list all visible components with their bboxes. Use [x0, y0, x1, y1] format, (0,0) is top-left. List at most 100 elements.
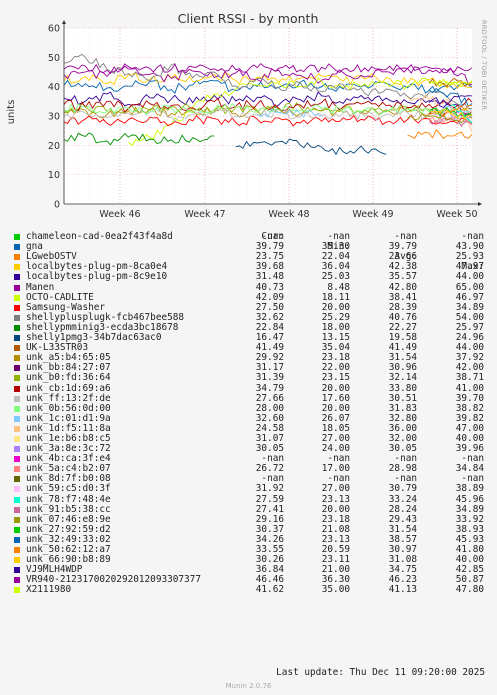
legend-series-name: UK-L33STR03	[26, 342, 89, 354]
legend-max-value: -nan	[461, 231, 484, 243]
legend-avg-value: 34.75	[388, 564, 417, 576]
legend-avg-value: 31.08	[388, 554, 417, 566]
y-tick-label: 30	[48, 112, 60, 123]
legend-min-value: 23.13	[321, 533, 350, 545]
legend-row: UK-L33STR03 41.49 35.04 41.49 44.00	[8, 343, 484, 353]
series-line	[63, 106, 473, 119]
legend-series-name: unk_ff:13:2f:de	[26, 392, 111, 404]
legend-min-value: 35.00	[321, 584, 350, 596]
legend-avg-value: 33.24	[388, 493, 417, 505]
legend-avg-value: 32.80	[388, 412, 417, 424]
legend-row: Samsung-Washer 27.50 20.00 28.39 34.89	[8, 302, 484, 313]
legend-avg-value: 30.96	[388, 362, 417, 374]
series-line	[63, 114, 473, 127]
legend-series-name: VR940-2123170020292012093307377	[26, 574, 201, 586]
legend-row: VJ9MLH4WDP 36.84 21.00 34.75 42.85	[8, 565, 484, 575]
legend-cur-value: 27.66	[255, 392, 284, 404]
legend-min-value: 22.04	[321, 251, 350, 263]
legend-min-value: 35.04	[321, 342, 350, 354]
legend-swatch	[14, 486, 20, 493]
y-tick-label: 60	[48, 24, 60, 35]
x-tick-label: Week 46	[99, 209, 140, 220]
legend-swatch	[14, 536, 20, 543]
legend-row: unk_5a:c4:b2:07 26.72 17.00 28.98 34.84	[8, 464, 484, 474]
legend-min-value: 27.00	[321, 432, 350, 444]
legend-min-value: 8.48	[327, 281, 350, 293]
x-axis-arrow	[478, 202, 482, 206]
legend-max-value: 39.82	[455, 412, 484, 424]
series-line	[63, 102, 473, 123]
legend-series-name: VJ9MLH4WDP	[26, 564, 83, 576]
legend-series-name: unk_1c:01:d1:9a	[26, 412, 111, 424]
legend-avg-value: -nan	[394, 231, 417, 243]
legend-series-name: unk_32:49:33:02	[26, 533, 111, 545]
series-line	[428, 118, 473, 128]
legend-min-value: 24.00	[321, 443, 350, 455]
rrdtool-credit: RRDTOOL / TOBI OETIKER	[480, 20, 488, 111]
legend-series-name: OCTO-CADLITE	[26, 291, 94, 303]
legend-min-value: 20.00	[321, 402, 350, 414]
legend-row: unk_1e:b6:b8:c5 31.07 27.00 32.00 40.00	[8, 433, 484, 444]
legend-cur-value: 33.55	[255, 544, 284, 555]
legend-series-name: unk_07:46:e8:9e	[26, 513, 111, 525]
legend-cur-value: 24.58	[255, 422, 284, 434]
legend-cur-value: 31.39	[255, 372, 284, 384]
legend-row: unk_8d:7f:b0:08 -nan -nan -nan -nan	[8, 474, 484, 484]
legend-swatch	[14, 506, 20, 513]
legend-series-name: localbytes-plug-pm-8c9e10	[26, 271, 168, 283]
legend-min-value: 21.00	[321, 564, 350, 576]
legend-avg-value: 41.49	[388, 342, 417, 354]
legend-row: unk_1d:f5:11:8a 24.58 18.05 36.00 47.00	[8, 423, 484, 434]
legend-cur-value: -nan	[261, 453, 284, 465]
legend-series-name: unk_50:62:12:a7	[26, 544, 111, 555]
legend-swatch	[14, 496, 20, 503]
legend-series-name: unk_91:b5:38:cc	[26, 503, 111, 515]
legend-row: unk_bb:84:27:07 31.17 22.00 30.96 42.00	[8, 363, 484, 373]
series-line	[63, 79, 473, 95]
legend-min-value: 18.05	[321, 422, 350, 434]
series-line	[63, 53, 473, 110]
legend-min-value: -nan	[327, 453, 350, 465]
legend-min-value: 25.03	[321, 271, 350, 283]
legend-max-value: 50.87	[455, 574, 484, 586]
legend-cur-value: -nan	[261, 473, 284, 485]
legend-max-value: 47.00	[455, 422, 484, 434]
legend-row: unk_3a:8e:3c:72 30.05 24.00 30.05 39.96	[8, 443, 484, 454]
legend-series-name: Manen	[26, 281, 55, 293]
legend-series-name: unk_8d:7f:b0:08	[26, 473, 111, 485]
legend-series-name: shelly1pmg3-34b7dac63ac0	[26, 332, 162, 344]
last-update: Last update: Thu Dec 11 09:20:00 2025	[276, 667, 485, 678]
legend-max-value: 65.00	[455, 281, 484, 293]
legend-series-name: unk_3a:8e:3c:72	[26, 443, 111, 455]
series-line	[407, 129, 473, 140]
legend-series-name: unk_59:c5:d0:3f	[26, 483, 111, 495]
legend-cur-value: 36.84	[255, 564, 284, 576]
legend-min-value: 23.18	[321, 513, 350, 525]
legend-avg-value: 30.97	[388, 544, 417, 555]
legend-swatch	[14, 314, 20, 321]
legend-cur-value: 16.47	[255, 332, 284, 344]
legend-swatch	[14, 304, 20, 311]
legend-avg-value: 35.57	[388, 271, 417, 283]
legend-swatch	[14, 557, 20, 564]
legend-avg-value: 32.00	[388, 432, 417, 444]
legend-avg-value: 42.80	[388, 281, 417, 293]
x-tick-label: Week 50	[436, 209, 477, 220]
legend-max-value: 38.71	[455, 372, 484, 384]
legend-avg-value: 28.24	[388, 503, 417, 515]
legend-swatch	[14, 547, 20, 553]
legend-swatch	[14, 244, 20, 251]
legend-max-value: 44.00	[455, 342, 484, 354]
legend-cur-value: 29.92	[255, 352, 284, 364]
legend-min-value: 36.04	[321, 261, 350, 273]
legend-row: unk_07:46:e8:9e 29.16 23.18 29.43 33.92	[8, 514, 484, 525]
series-line	[235, 138, 387, 156]
x-tick-label: Week 47	[184, 209, 225, 220]
legend-series-name: X2111980	[26, 584, 72, 596]
series-line	[407, 113, 473, 124]
legend-max-value: 24.96	[455, 332, 484, 344]
legend-avg-value: 30.05	[388, 443, 417, 455]
legend-avg-value: 38.41	[388, 291, 417, 303]
legend-max-value: 38.89	[455, 483, 484, 495]
legend-max-value: 44.00	[455, 271, 484, 283]
